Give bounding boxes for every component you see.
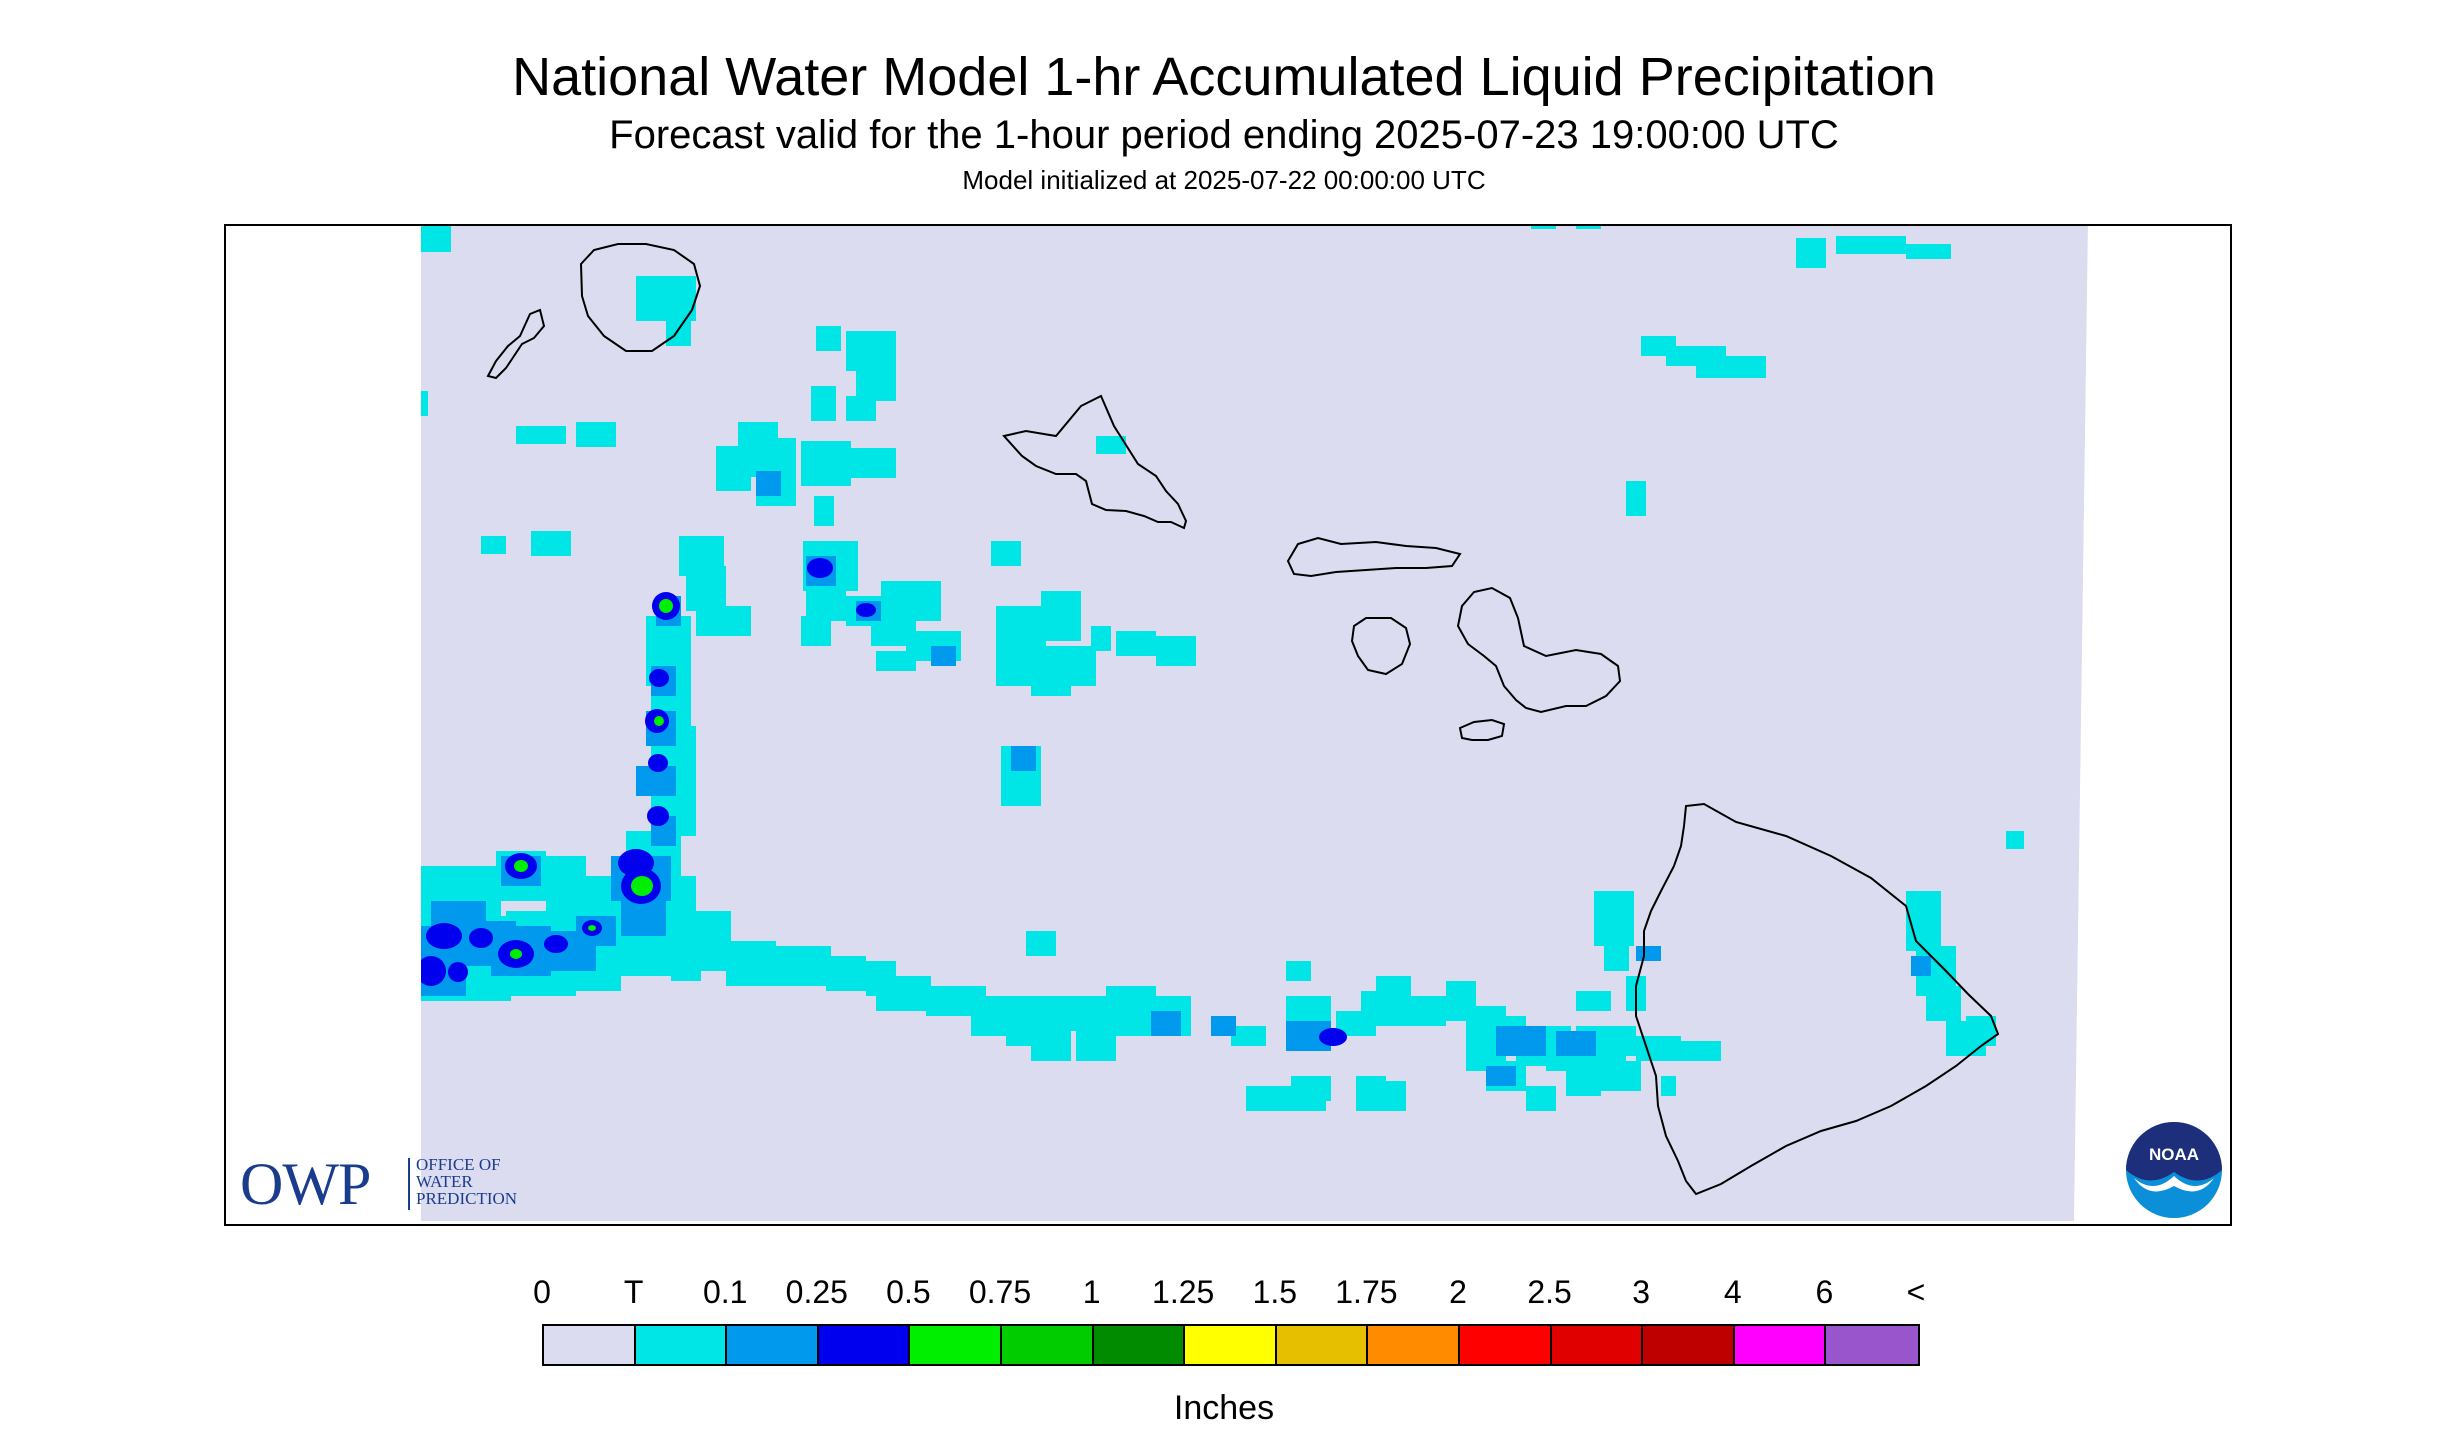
legend-label: 1.25: [1152, 1274, 1215, 1310]
legend-swatch: [1643, 1326, 1735, 1364]
legend-label: 1: [1082, 1274, 1101, 1310]
legend-swatch: [1551, 1326, 1644, 1364]
legend-swatch: [1459, 1326, 1552, 1364]
owp-logo: OWP OFFICE OF WATER PREDICTION: [240, 1154, 560, 1214]
legend-units: Inches: [1173, 1389, 1275, 1427]
owp-line-3: PREDICTION: [416, 1189, 518, 1208]
legend-swatch: [1093, 1326, 1186, 1364]
legend-label: 2.5: [1527, 1274, 1572, 1310]
legend-label: 2: [1449, 1274, 1467, 1310]
chart-title: National Water Model 1-hr Accumulated Li…: [512, 47, 1936, 107]
kauai-island: [579, 243, 702, 352]
noaa-logo: NOAA: [2124, 1120, 2224, 1220]
legend-label: T: [623, 1274, 644, 1310]
legend-label: 0.75: [968, 1274, 1032, 1310]
legend-labels: 0 T 0.1 0.25 0.5 0.75 1 1.25 1.5 1.75 2 2.5 3 4 6 <: [533, 1272, 1925, 1312]
coastlines: [486, 243, 2000, 1196]
outside-domain: [226, 226, 2230, 1224]
molokai-island: [1286, 536, 1462, 578]
legend-label: 1.5: [1252, 1274, 1298, 1310]
legend-label: 1.75: [1335, 1274, 1398, 1310]
kahoolawe-island: [1458, 718, 1506, 741]
niihau-island: [486, 308, 546, 380]
owp-letters: OWP: [240, 1151, 371, 1217]
chart-subtitle: Forecast valid for the 1-hour period end…: [609, 113, 1839, 157]
legend-label: 0.5: [886, 1274, 931, 1310]
legend-label: 4: [1723, 1274, 1742, 1310]
legend-label: 0: [533, 1274, 551, 1310]
legend-swatch: [1276, 1326, 1369, 1364]
legend-swatch: [727, 1326, 819, 1364]
lanai-island: [1350, 617, 1412, 676]
precip-trace: [416, 226, 2024, 1111]
maui-island: [1456, 586, 1622, 714]
legend-swatch: [1001, 1326, 1094, 1364]
legend-swatch: [544, 1326, 636, 1364]
legend-swatch: [1826, 1326, 1918, 1364]
legend-label: 6: [1815, 1274, 1834, 1310]
owp-line-2: WATER: [416, 1172, 473, 1191]
owp-divider: [408, 1158, 410, 1210]
model-init-text: Model initialized at 2025-07-22 00:00:00…: [962, 165, 1486, 195]
legend-swatch: [635, 1326, 728, 1364]
legend-label: 3: [1632, 1274, 1651, 1310]
legend-swatch: [818, 1326, 911, 1364]
precip-green: [510, 599, 673, 959]
oahu-island: [1002, 394, 1188, 530]
legend-swatch: [1734, 1326, 1827, 1364]
legend-swatch: [1185, 1326, 1277, 1364]
owp-line-1: OFFICE OF: [416, 1155, 501, 1174]
map-canvas: [226, 226, 2230, 1224]
hawaii-island: [1635, 802, 2000, 1196]
owp-office-name: OFFICE OF WATER PREDICTION: [416, 1156, 556, 1207]
legend-label: 0.25: [785, 1274, 848, 1310]
noaa-text: NOAA: [2149, 1145, 2199, 1164]
legend-colorbar: [542, 1324, 1920, 1366]
legend-label: 0.1: [702, 1274, 748, 1310]
legend-swatch: [1368, 1326, 1460, 1364]
noaa-seagull-icon: NOAA: [2126, 1122, 2222, 1218]
legend-label: <: [1906, 1274, 1926, 1310]
precipitation-map: OWP OFFICE OF WATER PREDICTION NOAA: [224, 224, 2232, 1226]
legend-swatch: [910, 1326, 1002, 1364]
